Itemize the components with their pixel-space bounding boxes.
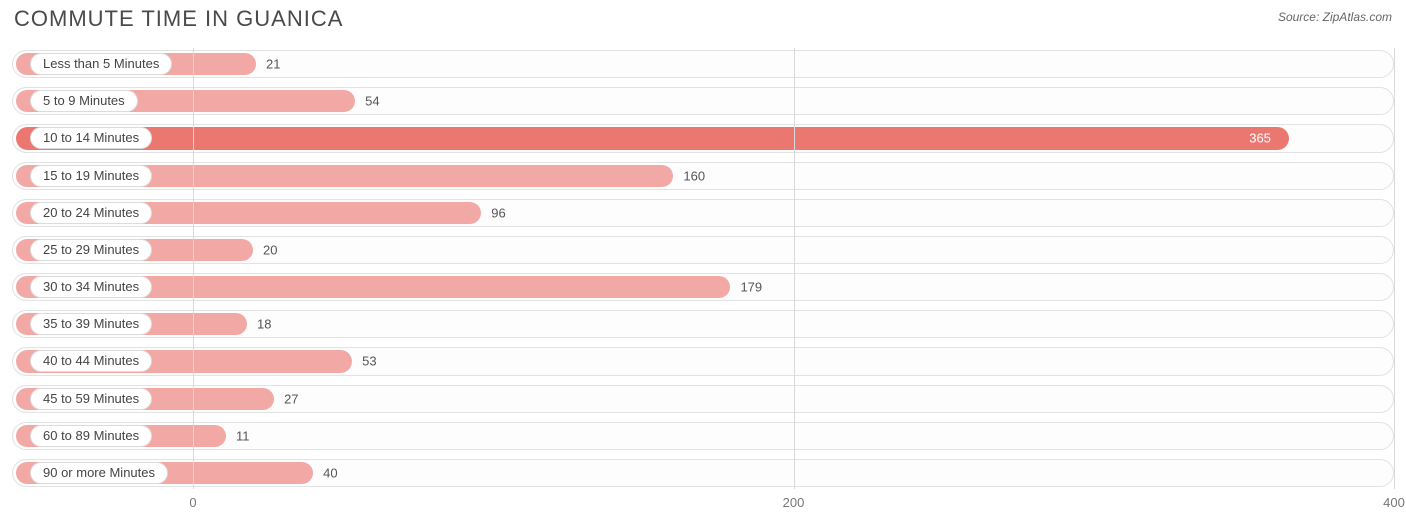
gridline — [794, 48, 795, 489]
category-badge: 15 to 19 Minutes — [30, 165, 152, 187]
category-badge: 40 to 44 Minutes — [30, 350, 152, 372]
value-label: 40 — [323, 465, 337, 480]
chart-plot-area: Less than 5 Minutes 21 5 to 9 Minutes 54 10 … — [12, 48, 1394, 489]
bar-row: 15 to 19 Minutes 160 — [12, 160, 1394, 192]
value-label: 20 — [263, 242, 277, 257]
gridline — [1394, 48, 1395, 489]
category-badge: 90 or more Minutes — [30, 462, 168, 484]
chart-title: COMMUTE TIME IN GUANICA — [14, 6, 343, 32]
bar-row: Less than 5 Minutes 21 — [12, 48, 1394, 80]
category-badge: 30 to 34 Minutes — [30, 276, 152, 298]
value-label: 96 — [491, 205, 505, 220]
x-tick-label: 0 — [189, 495, 196, 510]
category-badge: 25 to 29 Minutes — [30, 239, 152, 261]
bar-fill — [16, 127, 1289, 149]
value-label: 53 — [362, 354, 376, 369]
bar-row: 20 to 24 Minutes 96 — [12, 197, 1394, 229]
bar-row: 25 to 29 Minutes 20 — [12, 234, 1394, 266]
bar-row: 45 to 59 Minutes 27 — [12, 383, 1394, 415]
chart-bars-container: Less than 5 Minutes 21 5 to 9 Minutes 54 10 … — [12, 48, 1394, 489]
chart-source: Source: ZipAtlas.com — [1278, 6, 1392, 24]
x-tick-label: 400 — [1383, 495, 1405, 510]
value-label: 179 — [740, 280, 762, 295]
value-label: 21 — [266, 57, 280, 72]
bar-row: 30 to 34 Minutes 179 — [12, 271, 1394, 303]
chart-x-axis: 0200400 — [12, 495, 1394, 515]
bar-row: 10 to 14 Minutes 365 — [12, 122, 1394, 154]
value-label: 27 — [284, 391, 298, 406]
category-badge: 20 to 24 Minutes — [30, 202, 152, 224]
bar-row: 35 to 39 Minutes 18 — [12, 308, 1394, 340]
gridline — [193, 48, 194, 489]
value-label: 160 — [683, 168, 705, 183]
source-label: Source: — [1278, 10, 1319, 24]
category-badge: 45 to 59 Minutes — [30, 388, 152, 410]
category-badge: Less than 5 Minutes — [30, 53, 172, 75]
category-badge: 35 to 39 Minutes — [30, 313, 152, 335]
bar-row: 60 to 89 Minutes 11 — [12, 420, 1394, 452]
bar-row: 90 or more Minutes 40 — [12, 457, 1394, 489]
value-label: 18 — [257, 317, 271, 332]
category-badge: 10 to 14 Minutes — [30, 127, 152, 149]
x-tick-label: 200 — [783, 495, 805, 510]
bar-row: 40 to 44 Minutes 53 — [12, 345, 1394, 377]
value-label: 11 — [236, 428, 250, 443]
value-label: 365 — [1249, 131, 1271, 146]
source-value: ZipAtlas.com — [1323, 10, 1392, 24]
chart-header: COMMUTE TIME IN GUANICA Source: ZipAtlas… — [0, 0, 1406, 40]
category-badge: 5 to 9 Minutes — [30, 90, 138, 112]
value-label: 54 — [365, 94, 379, 109]
bar-row: 5 to 9 Minutes 54 — [12, 85, 1394, 117]
category-badge: 60 to 89 Minutes — [30, 425, 152, 447]
